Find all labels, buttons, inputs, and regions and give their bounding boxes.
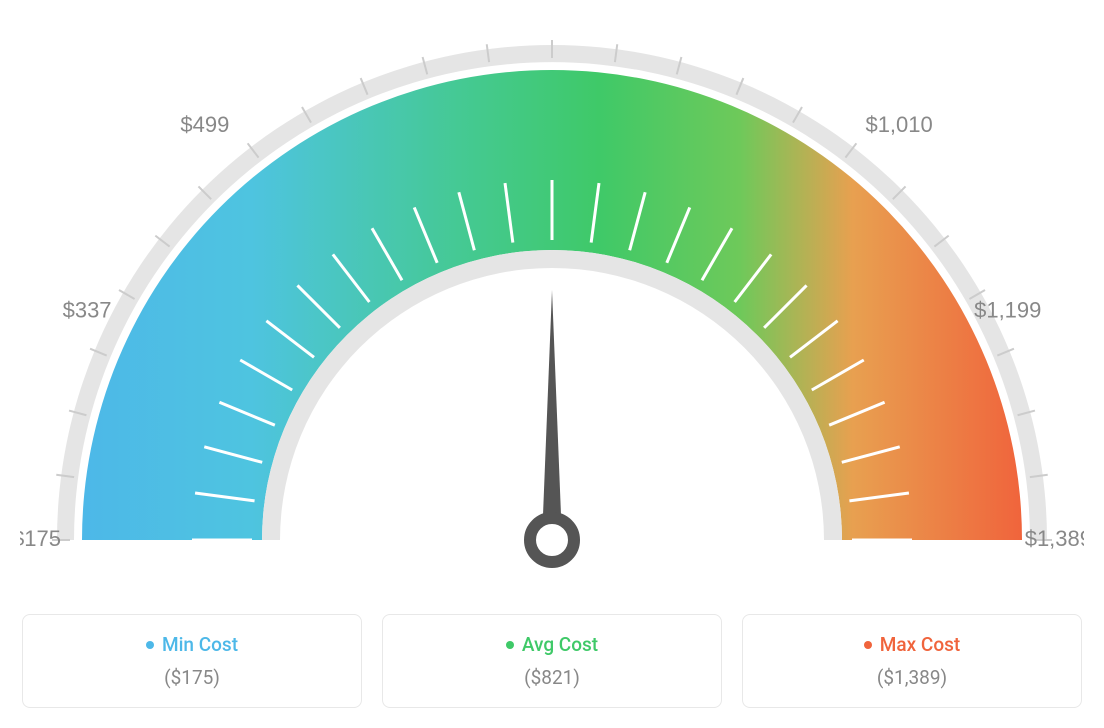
legend-title-max: Max Cost bbox=[763, 633, 1061, 656]
svg-text:$175: $175 bbox=[20, 526, 61, 551]
svg-text:$1,199: $1,199 bbox=[974, 298, 1041, 323]
legend-card-max: Max Cost ($1,389) bbox=[742, 614, 1082, 708]
legend-label-avg: Avg Cost bbox=[522, 633, 598, 656]
cost-gauge-chart: $175$337$499$821$1,010$1,199$1,389 Min C… bbox=[20, 20, 1084, 708]
legend-value-avg: ($821) bbox=[403, 666, 701, 689]
svg-text:$337: $337 bbox=[63, 298, 112, 323]
svg-text:$1,389: $1,389 bbox=[1025, 526, 1084, 551]
legend-row: Min Cost ($175) Avg Cost ($821) Max Cost… bbox=[20, 614, 1084, 708]
legend-label-max: Max Cost bbox=[880, 633, 960, 656]
legend-dot-min bbox=[146, 641, 154, 649]
legend-dot-max bbox=[864, 641, 872, 649]
legend-label-min: Min Cost bbox=[162, 633, 238, 656]
gauge-svg: $175$337$499$821$1,010$1,199$1,389 bbox=[20, 20, 1084, 580]
svg-text:$1,010: $1,010 bbox=[865, 112, 932, 137]
gauge-svg-wrapper: $175$337$499$821$1,010$1,199$1,389 bbox=[20, 20, 1084, 584]
legend-value-min: ($175) bbox=[43, 666, 341, 689]
legend-dot-avg bbox=[506, 641, 514, 649]
legend-card-min: Min Cost ($175) bbox=[22, 614, 362, 708]
svg-text:$499: $499 bbox=[180, 112, 229, 137]
legend-title-min: Min Cost bbox=[43, 633, 341, 656]
legend-value-max: ($1,389) bbox=[763, 666, 1061, 689]
legend-title-avg: Avg Cost bbox=[403, 633, 701, 656]
legend-card-avg: Avg Cost ($821) bbox=[382, 614, 722, 708]
